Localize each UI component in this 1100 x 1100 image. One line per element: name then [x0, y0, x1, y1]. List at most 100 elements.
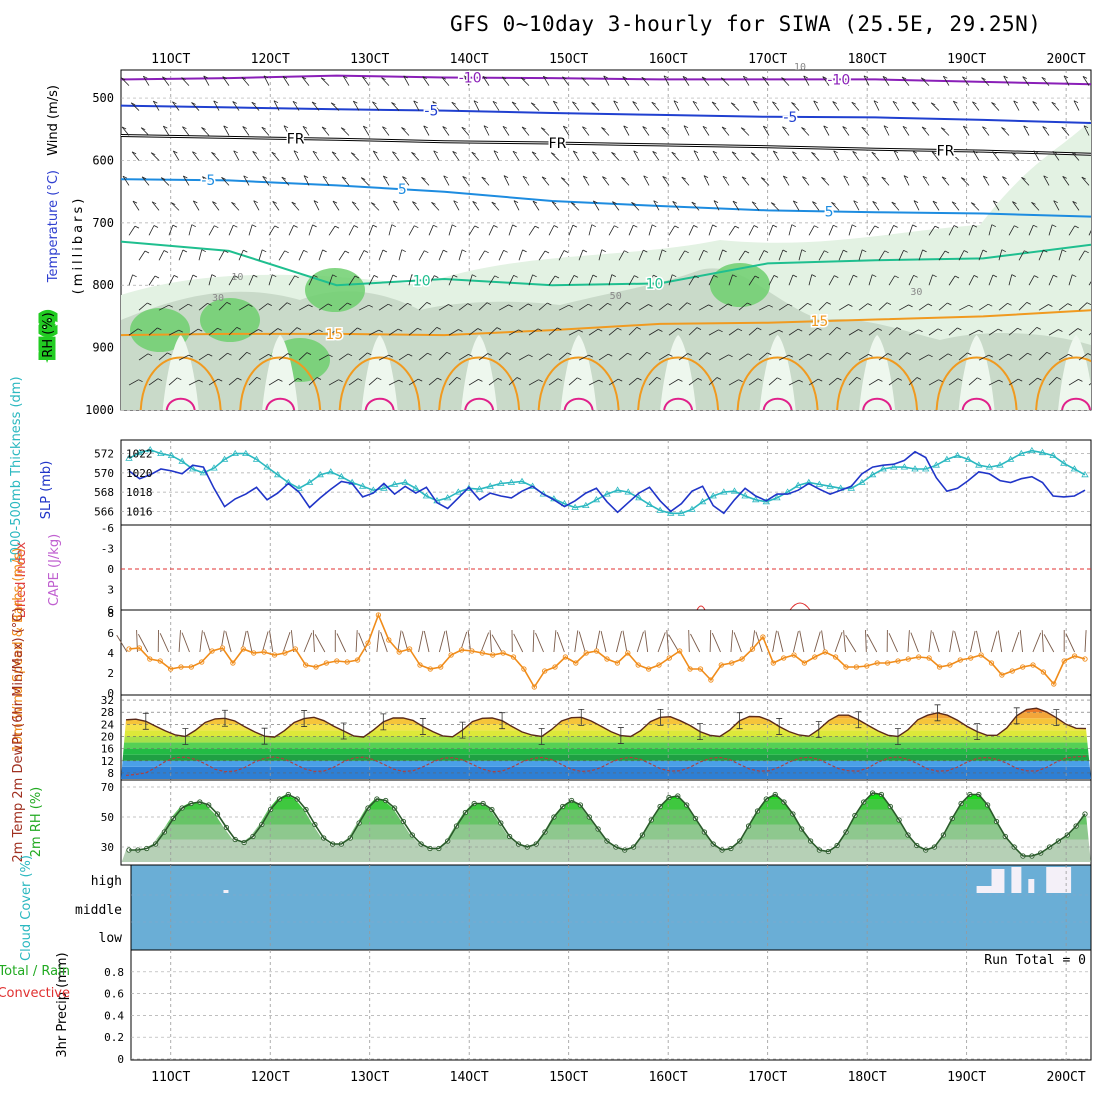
wind-barb — [248, 224, 253, 236]
wind-barb — [812, 201, 820, 211]
slp-tick-label: 1022 — [126, 448, 153, 461]
wind-barb-flag — [781, 77, 786, 80]
wind-barb-flag — [577, 377, 582, 381]
wind-barb — [808, 274, 813, 286]
wind-barb — [758, 352, 768, 361]
wind-barb-flag — [741, 176, 747, 180]
wind-barb — [928, 379, 939, 386]
wind-barb-flag — [462, 249, 467, 253]
wind-barb — [121, 126, 130, 136]
wind-barb-flag — [731, 102, 736, 106]
wind-barb-flag — [334, 225, 340, 229]
wind-barb-flag — [618, 378, 623, 382]
wind10m-barb — [970, 630, 976, 653]
wind-barb — [448, 329, 459, 336]
cloud-gap — [976, 886, 992, 893]
wind-barb — [362, 125, 370, 136]
wind-barb — [708, 275, 714, 286]
wind-barb — [1003, 75, 1010, 86]
wind-barb-flag — [293, 225, 298, 228]
wind-barb — [688, 275, 696, 286]
wind-barb — [728, 225, 736, 236]
cloud-gap — [1028, 879, 1035, 893]
wind-barb-flag — [382, 126, 387, 130]
wind-barb — [848, 329, 859, 336]
wind-barb-flag — [611, 152, 616, 155]
wind-barb — [981, 77, 990, 86]
wind-barb-flag — [281, 176, 286, 180]
wind-barb-flag — [511, 101, 517, 105]
wind-barb — [638, 352, 648, 361]
wind-barb — [918, 249, 923, 261]
wind-barb — [368, 224, 374, 236]
wind10m-barb — [888, 633, 898, 653]
wind-barb-flag — [808, 353, 813, 357]
wind-barb-flag — [621, 177, 626, 180]
thickness-tick-label: 570 — [94, 467, 114, 480]
wind10m-barb — [203, 631, 211, 653]
wind-barb-flag — [932, 274, 937, 278]
rh-moist-blob — [130, 308, 190, 352]
wind-barb-flag — [167, 352, 172, 356]
wind-barb-flag — [1042, 126, 1047, 129]
wind-barb-flag — [852, 224, 857, 228]
wind-barb-flag — [1008, 353, 1013, 357]
wind-barb — [798, 249, 803, 261]
wind10m-barb — [666, 630, 669, 653]
wind-axis-title: Wind (m/s) — [46, 85, 61, 156]
wind-barb — [431, 202, 440, 211]
wind10m-barb — [261, 631, 269, 653]
wind-barb — [408, 327, 418, 336]
wind-barb-flag — [671, 151, 676, 155]
wind-barb — [838, 352, 848, 361]
wind-barb-flag — [478, 379, 483, 382]
wind-barb-flag — [231, 201, 236, 205]
wind-barb-flag — [716, 377, 722, 380]
wind-barb — [852, 151, 860, 161]
wind-barb — [653, 200, 660, 211]
wind-barb — [122, 175, 130, 186]
wind-barb-flag — [422, 76, 427, 79]
wind-barb-flag — [341, 176, 347, 180]
wind-barb — [368, 329, 379, 336]
wind-barb — [493, 150, 500, 161]
wind-barb — [768, 224, 774, 236]
wind-barb-flag — [354, 275, 360, 279]
wind-barb — [858, 249, 863, 261]
wind-barb-flag — [922, 175, 928, 179]
wind-barb-flag — [171, 202, 176, 205]
wind-barb-flag — [363, 250, 369, 253]
wind-barb-flag — [294, 275, 299, 279]
wind-barb — [1073, 100, 1080, 111]
wind-barb — [762, 76, 770, 86]
wind-barb-flag — [782, 126, 787, 130]
wind-barb — [628, 327, 638, 336]
wind-barb — [888, 275, 896, 286]
wind-barb-flag — [191, 224, 196, 228]
wind-barb-flag — [451, 101, 456, 105]
wind-barb-flag — [1011, 152, 1016, 155]
wind-barb-flag — [658, 329, 663, 332]
wind-barb — [188, 328, 199, 336]
wind-barb-flag — [417, 327, 422, 331]
wind-barb-flag — [957, 327, 962, 331]
bottom-x-axis: 11OCT 12OCT 13OCT 14OCT 15OCT 16OCT 17OCT 18OCT… — [151, 1070, 1086, 1085]
wind-barb-flag — [373, 275, 379, 278]
wind-barb-flag — [591, 224, 596, 228]
wind-barb-flag — [757, 327, 762, 331]
wind-barb-flag — [772, 101, 777, 105]
wind-barb — [628, 275, 635, 286]
wind-barb — [428, 377, 438, 386]
wind-barb-flag — [297, 378, 302, 381]
wind-barb — [481, 176, 490, 186]
wind-barb-flag — [377, 377, 382, 381]
wind-barb-flag — [832, 101, 837, 104]
wind-barb — [178, 249, 184, 261]
wind-barb-flag — [494, 275, 499, 279]
wind-barb — [468, 328, 479, 336]
wind-barb-flag — [1032, 101, 1037, 104]
wind-barb — [672, 201, 680, 211]
temperature-band — [121, 742, 1091, 749]
wind-barb-flag — [883, 125, 889, 129]
